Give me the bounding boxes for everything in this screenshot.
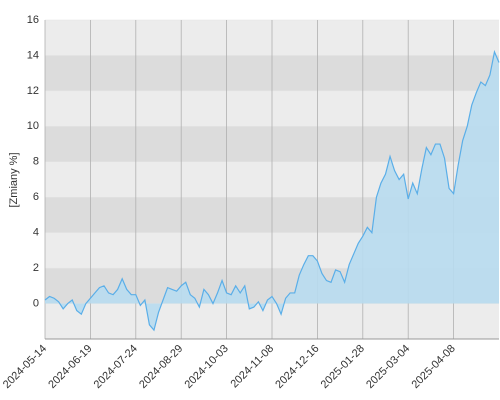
x-tick-label: 2025-03-04 bbox=[364, 343, 412, 391]
x-tick-label: 2024-10-03 bbox=[182, 343, 230, 391]
x-tick-label: 2025-04-08 bbox=[409, 343, 457, 391]
x-tick-label: 2025-01-28 bbox=[319, 343, 367, 391]
y-tick-label: 6 bbox=[33, 191, 39, 203]
y-tick-label: 10 bbox=[27, 120, 39, 132]
x-tick-label: 2024-08-29 bbox=[137, 343, 185, 391]
y-tick-label: 4 bbox=[33, 227, 39, 239]
y-tick-label: 14 bbox=[27, 49, 39, 61]
y-tick-label: 2 bbox=[33, 262, 39, 274]
area bbox=[45, 51, 499, 331]
line bbox=[44, 49, 500, 332]
x-tick-label: 2024-07-24 bbox=[92, 343, 140, 391]
x-tick-label: 2024-05-14 bbox=[1, 343, 49, 391]
y-axis-label: [Zmiany %] bbox=[8, 152, 20, 207]
x-tick-label: 2024-06-19 bbox=[46, 343, 94, 391]
x-tick-label: 2024-11-08 bbox=[228, 343, 276, 391]
x-tick-label: 2024-12-16 bbox=[273, 343, 321, 391]
y-tick-label: 0 bbox=[33, 297, 39, 309]
y-tick-label: 12 bbox=[27, 85, 39, 97]
y-tick-label: 8 bbox=[33, 156, 39, 168]
y-tick-label: 16 bbox=[27, 14, 39, 26]
